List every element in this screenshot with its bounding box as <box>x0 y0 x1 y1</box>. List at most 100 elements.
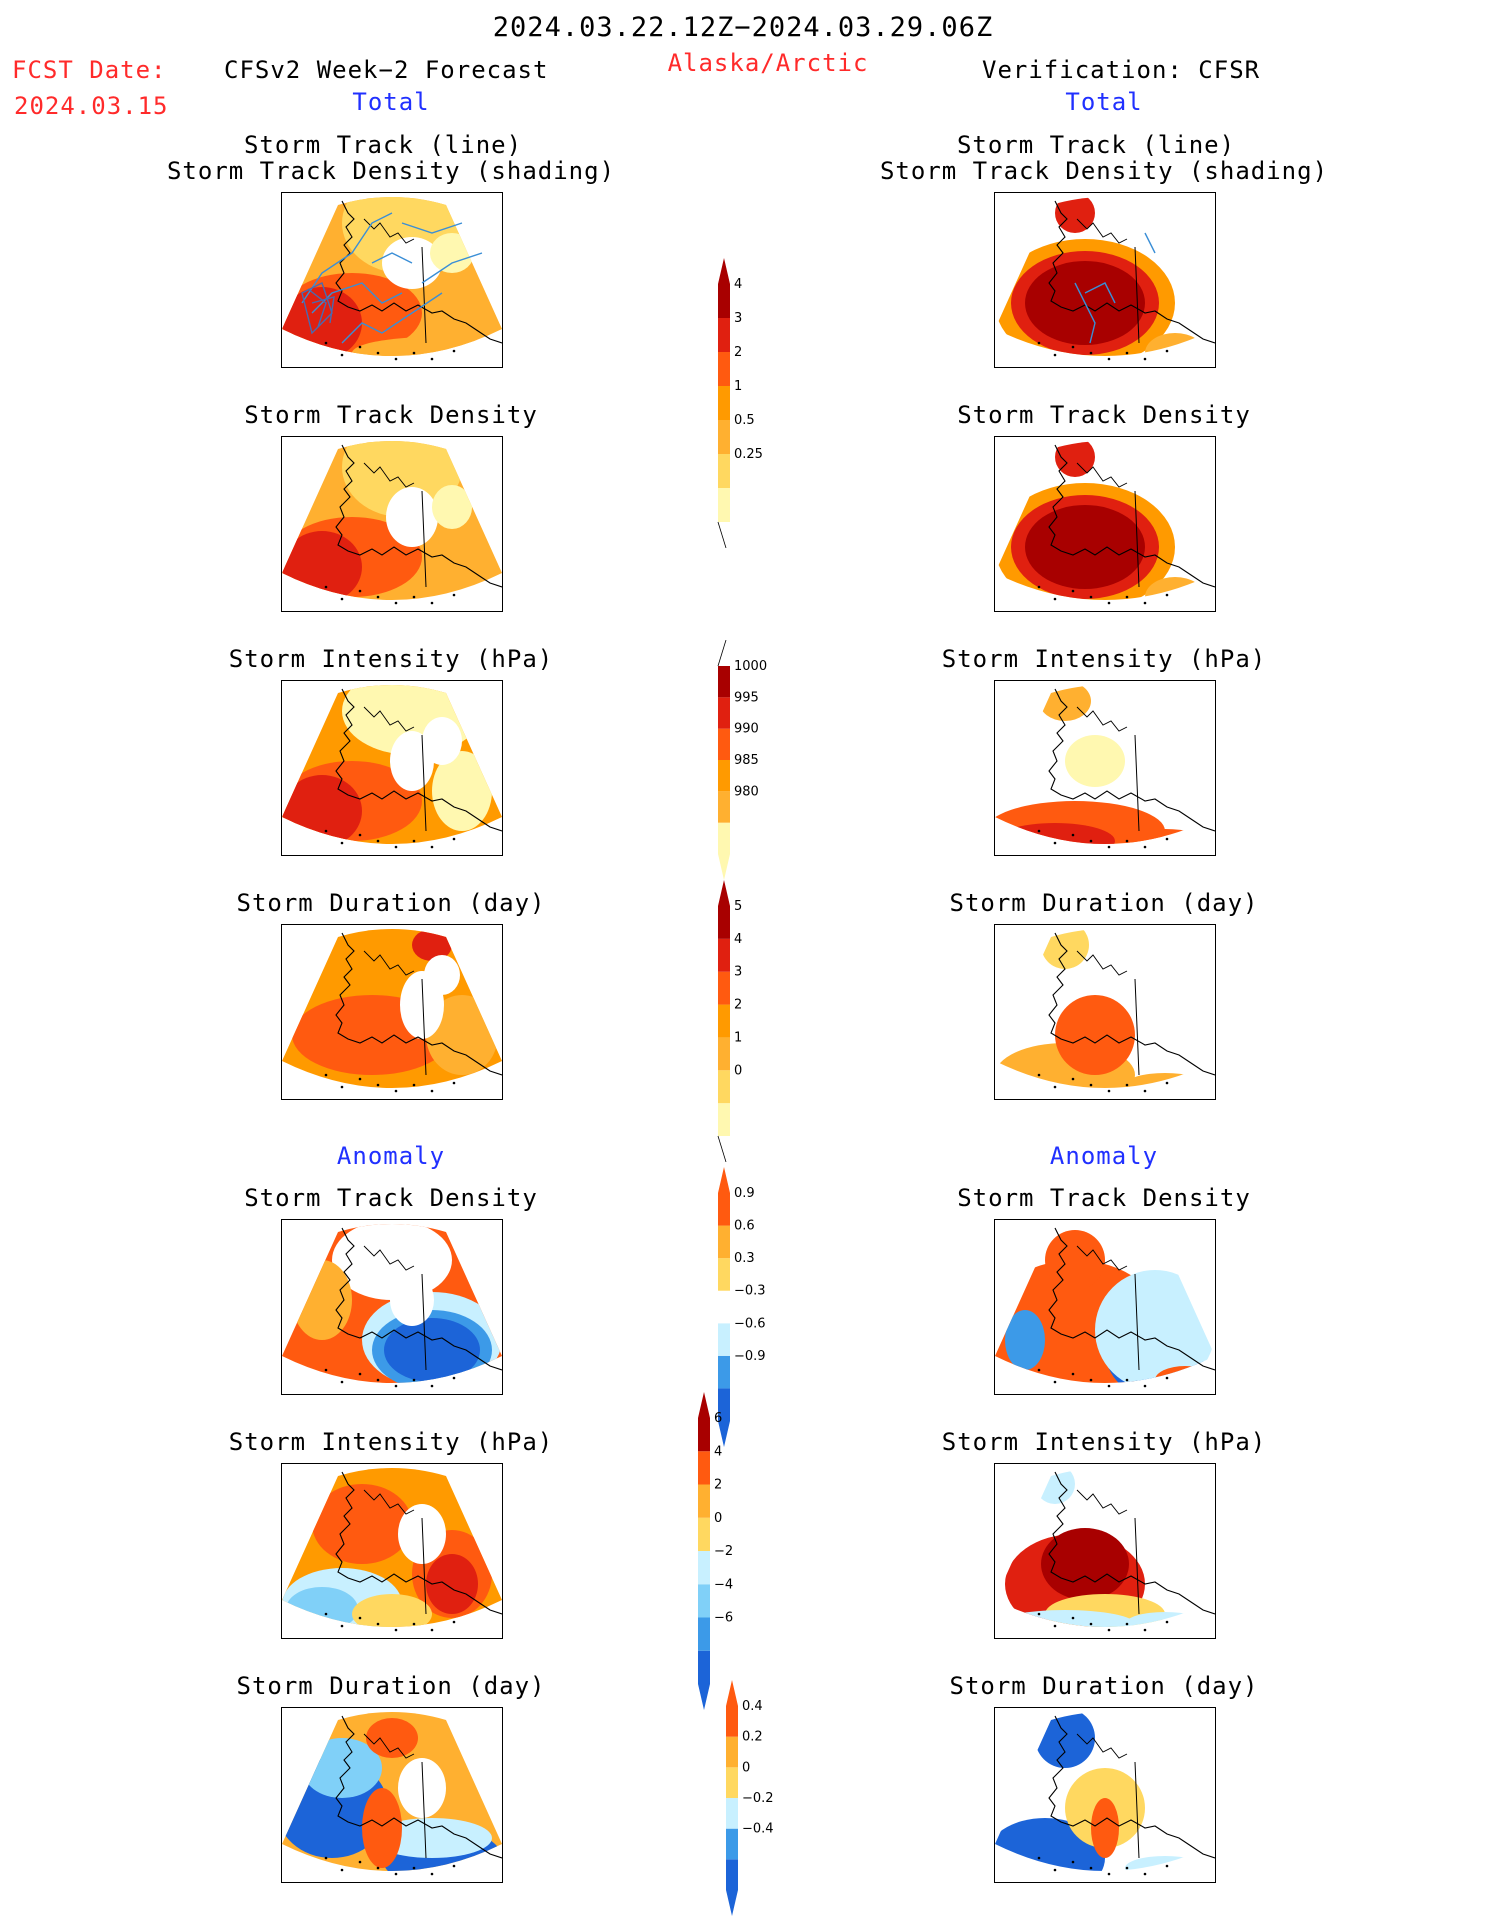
colorbar-tick-label: 5 <box>734 899 742 914</box>
right-intensity-title: Storm Intensity (hPa) <box>941 645 1267 673</box>
colorbar-segment <box>718 284 730 318</box>
coastline <box>363 1245 415 1271</box>
colorbar-segment <box>718 697 730 729</box>
colorbar-segment <box>718 1004 730 1038</box>
colorbar-density: 4 3 2 1 0.5 0.25 <box>710 258 770 549</box>
storm-track-line <box>341 292 443 344</box>
shading-blob <box>1041 1528 1129 1600</box>
coastline <box>335 444 502 588</box>
island-dot <box>1089 839 1093 843</box>
colorbar-tick-label: 0 <box>742 1760 750 1775</box>
fcst-date-label: FCST Date: <box>12 56 167 84</box>
colorbar-tail <box>717 639 727 667</box>
island-dot <box>324 585 328 589</box>
island-dot <box>1125 1866 1129 1870</box>
colorbar-segment <box>726 1828 738 1860</box>
coastline <box>363 462 415 488</box>
border-line <box>421 978 427 1076</box>
colorbar-tick-label: 1000 <box>734 659 767 674</box>
coastline <box>363 1489 415 1515</box>
island-dot <box>1053 841 1057 845</box>
colorbar-anom-density: 0.9 0.6 0.3 −0.3 −0.6 −0.9 <box>710 1167 780 1447</box>
coastline <box>1048 1227 1215 1371</box>
coastline <box>1048 200 1215 344</box>
map-verification-track <box>994 192 1216 368</box>
colorbar-segment <box>718 1193 730 1226</box>
island-dot <box>376 1378 380 1382</box>
island-dot <box>358 1372 362 1376</box>
colorbar-segment <box>726 1767 738 1798</box>
island-dot <box>324 341 328 345</box>
island-dot <box>1089 1378 1093 1382</box>
colorbar-segment <box>718 938 730 972</box>
colorbar-segment <box>698 1551 710 1585</box>
colorbar-tick-label: 995 <box>734 690 759 705</box>
shading-blob <box>398 1758 446 1818</box>
colorbar-segment <box>718 1355 730 1389</box>
colorbar-tick-label: 0.3 <box>734 1251 755 1266</box>
fcst-date-value: 2024.03.15 <box>14 92 169 120</box>
shading-blob <box>1055 995 1135 1075</box>
island-dot <box>430 1872 434 1876</box>
island-dot <box>430 1089 434 1093</box>
colorbar-arrow <box>718 1167 730 1193</box>
map-verification-anom-density <box>994 1219 1216 1395</box>
colorbar-segment <box>718 1388 730 1421</box>
island-dot <box>452 1620 456 1624</box>
island-dot <box>1037 829 1041 833</box>
coastline <box>363 950 415 976</box>
island-dot <box>394 1628 398 1632</box>
shading-blob <box>1125 1856 1205 1871</box>
colorbar-arrow <box>726 1680 738 1706</box>
colorbar-tick-label: 3 <box>734 965 742 980</box>
shading-blob <box>424 955 460 995</box>
colorbar-segment <box>718 1323 730 1356</box>
island-dot <box>1089 1083 1093 1087</box>
coastline <box>1076 1245 1128 1271</box>
colorbar-segment <box>698 1517 710 1551</box>
shading-blob <box>412 929 452 961</box>
shading-blob <box>432 485 472 529</box>
colorbar-arrow <box>698 1684 710 1710</box>
colorbar-segment <box>718 420 730 454</box>
colorbar-segment <box>698 1451 710 1485</box>
right-anomaly-label: Anomaly <box>1049 1142 1159 1170</box>
left-track-line-title: Storm Track (line) <box>243 131 523 159</box>
coastline <box>363 1733 415 1759</box>
colorbar-tick-label: 0.2 <box>742 1730 763 1745</box>
island-dot <box>1143 1384 1147 1388</box>
shading-blob <box>426 1554 478 1614</box>
shading-blob <box>362 1788 402 1868</box>
island-dot <box>430 1384 434 1388</box>
colorbar-segment <box>718 760 730 792</box>
border-line <box>1134 978 1140 1076</box>
shading-blob <box>995 1818 1105 1871</box>
shading-blob <box>1125 1612 1205 1627</box>
border-line <box>421 246 427 344</box>
colorbar-tick-label: 4 <box>714 1444 722 1459</box>
island-dot <box>1053 1380 1057 1384</box>
island-dot <box>1165 1620 1169 1624</box>
border-line <box>1134 734 1140 832</box>
island-dot <box>324 1856 328 1860</box>
border-line <box>1134 1517 1140 1615</box>
left-anom-intensity-title: Storm Intensity (hPa) <box>228 1428 554 1456</box>
island-dot <box>1089 595 1093 599</box>
island-dot <box>324 829 328 833</box>
colorbar-tick-label: 3 <box>734 311 742 326</box>
colorbar-anom-intensity: 6 4 2 0 −2 −4 −6 <box>690 1392 750 1710</box>
island-dot <box>1071 1372 1075 1376</box>
left-track-density-title: Storm Track Density <box>244 401 538 429</box>
island-dot <box>340 1624 344 1628</box>
colorbar-tick-label: 2 <box>714 1478 722 1493</box>
storm-track-line <box>401 222 463 234</box>
storm-track-line <box>1084 282 1116 304</box>
colorbar-tick-label: 6 <box>714 1411 722 1426</box>
island-dot <box>1053 597 1057 601</box>
island-dot <box>1071 833 1075 837</box>
island-dot <box>394 1089 398 1093</box>
coastline <box>1048 1471 1215 1615</box>
island-dot <box>394 357 398 361</box>
colorbar-arrow <box>718 854 730 880</box>
border-line <box>421 734 427 832</box>
